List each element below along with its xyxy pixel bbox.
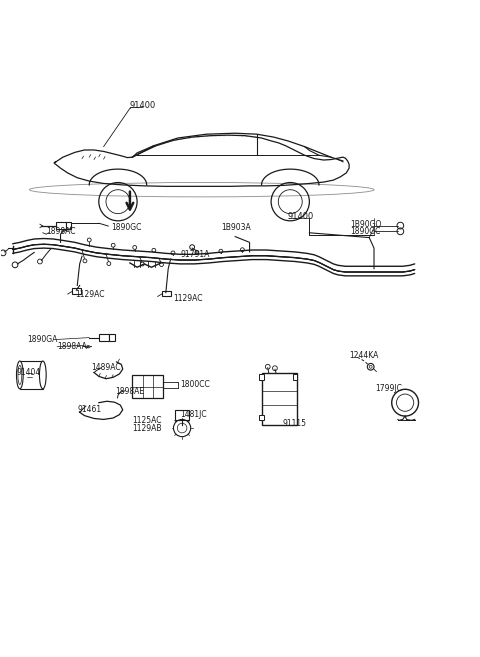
Bar — [259, 415, 264, 420]
Text: 1890GC: 1890GC — [111, 223, 141, 233]
Bar — [72, 288, 81, 294]
Bar — [262, 373, 298, 425]
Ellipse shape — [39, 361, 46, 389]
Bar — [109, 334, 115, 342]
Text: 1129AC: 1129AC — [75, 290, 104, 298]
Text: 1890GA: 1890GA — [27, 335, 58, 344]
Text: 91791A: 91791A — [180, 250, 210, 259]
Text: 1890GC: 1890GC — [350, 227, 381, 236]
Text: 91404: 91404 — [16, 368, 40, 377]
Text: 1489AC: 1489AC — [92, 363, 121, 373]
Text: →: → — [81, 342, 88, 351]
Bar — [20, 361, 43, 390]
Text: 1129AC: 1129AC — [173, 294, 203, 303]
Text: 91115: 91115 — [282, 419, 306, 428]
Text: 1898AE: 1898AE — [116, 387, 144, 396]
Text: 1B90GO: 1B90GO — [350, 220, 382, 229]
Bar — [259, 374, 264, 380]
Bar — [293, 374, 298, 380]
Text: 1800CC: 1800CC — [180, 380, 210, 389]
Text: 1799JC: 1799JC — [375, 384, 402, 393]
Text: 91461: 91461 — [77, 405, 101, 415]
Text: 1B903A: 1B903A — [221, 223, 251, 233]
Text: 1129AB: 1129AB — [132, 424, 162, 432]
Bar — [99, 334, 109, 342]
Text: 91400: 91400 — [130, 101, 156, 110]
Text: 1898AC: 1898AC — [46, 227, 76, 236]
Bar — [132, 375, 163, 398]
Text: 1244KA: 1244KA — [349, 351, 379, 360]
Bar — [175, 410, 189, 420]
Text: 1898AA: 1898AA — [57, 342, 87, 351]
Text: 1125AC: 1125AC — [132, 416, 162, 425]
Text: 91400: 91400 — [288, 212, 314, 221]
Ellipse shape — [16, 361, 23, 389]
Bar — [66, 222, 71, 229]
Bar — [162, 290, 171, 296]
Text: 1481JC: 1481JC — [180, 410, 207, 419]
Bar — [56, 222, 66, 229]
